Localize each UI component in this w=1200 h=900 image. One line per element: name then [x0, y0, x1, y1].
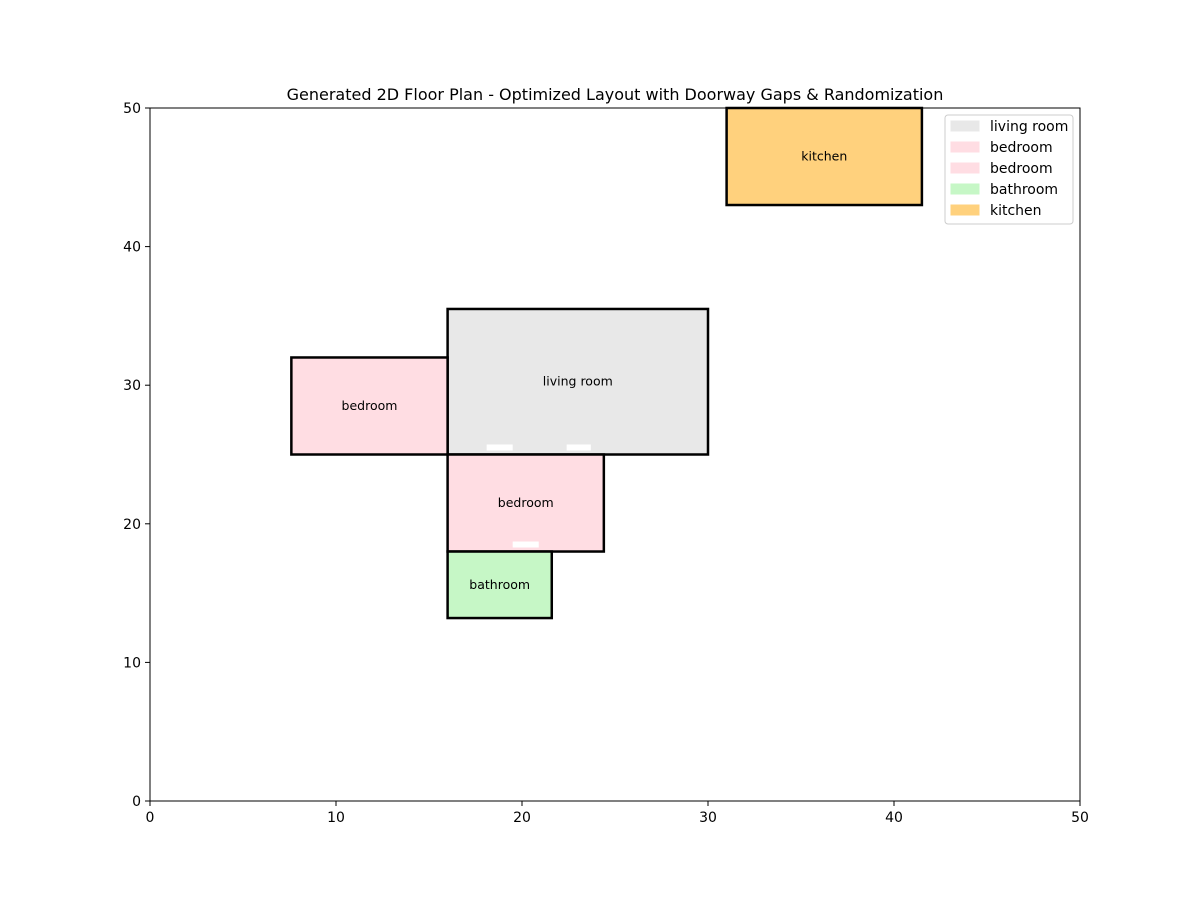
room-rect: [290, 356, 449, 456]
legend-swatch: [950, 141, 980, 153]
y-tick-label: 30: [123, 378, 141, 394]
x-tick-label: 50: [1071, 810, 1089, 826]
x-tick-label: 20: [513, 810, 531, 826]
legend-label: bedroom: [990, 161, 1053, 177]
room-bedroom: bedroom: [290, 356, 449, 456]
doorway-gap: [486, 444, 513, 451]
legend: living room bedroom bedroom bathroom kitchen: [944, 114, 1074, 225]
x-tick-label: 10: [327, 810, 345, 826]
room-rect: [446, 550, 554, 620]
room-living-room: living room: [446, 307, 710, 456]
room-label: bathroom: [469, 577, 530, 592]
legend-item: bathroom: [950, 182, 1058, 198]
legend-swatch: [950, 204, 980, 216]
room-rect: [446, 453, 606, 553]
y-tick-label: 20: [123, 517, 141, 533]
room-label: living room: [543, 374, 613, 389]
legend-label: bathroom: [990, 182, 1058, 198]
room-bedroom: bedroom: [446, 453, 606, 553]
room-rect: [446, 307, 710, 456]
legend-item: kitchen: [950, 203, 1042, 219]
plot-frame: [149, 107, 1081, 802]
y-axis: 0 10 20 30 40 50: [123, 101, 150, 810]
room-rect: [725, 106, 924, 207]
legend-label: bedroom: [990, 140, 1053, 156]
legend-swatch: [950, 120, 980, 132]
y-tick-label: 10: [123, 655, 141, 671]
rooms-layer: living room bedroom bedroom bathroom kitchen: [290, 106, 924, 620]
legend-swatch: [950, 162, 980, 174]
legend-swatch: [950, 183, 980, 195]
room-label: kitchen: [801, 149, 847, 164]
doorways-layer: [486, 444, 591, 548]
x-axis: 0 10 20 30 40 50: [146, 801, 1089, 826]
legend-label: kitchen: [990, 203, 1042, 219]
y-tick-label: 40: [123, 240, 141, 256]
room-label: bedroom: [498, 495, 554, 510]
doorway-gap: [512, 541, 539, 548]
chart-title: Generated 2D Floor Plan - Optimized Layo…: [287, 85, 944, 104]
legend-item: bedroom: [950, 161, 1053, 177]
x-tick-label: 0: [146, 810, 155, 826]
legend-item: bedroom: [950, 140, 1053, 156]
x-tick-label: 40: [885, 810, 903, 826]
room-kitchen: kitchen: [725, 106, 924, 207]
doorway-gap: [566, 444, 591, 451]
room-bathroom: bathroom: [446, 550, 554, 620]
room-label: bedroom: [342, 398, 398, 413]
x-tick-label: 30: [699, 810, 717, 826]
legend-item: living room: [950, 119, 1068, 135]
legend-label: living room: [990, 119, 1068, 135]
y-tick-label: 0: [132, 794, 141, 810]
y-tick-label: 50: [123, 101, 141, 117]
